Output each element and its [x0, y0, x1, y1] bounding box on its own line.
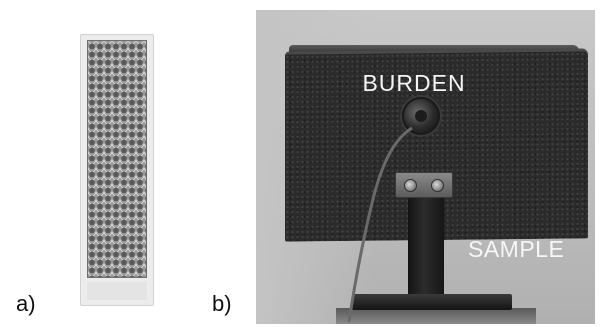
- sample-annotation: SAMPLE: [468, 236, 565, 262]
- panel-a-label: a): [16, 291, 36, 316]
- burden-annotation: BURDEN: [362, 70, 466, 96]
- strip-blank-area: [87, 282, 147, 300]
- stand-base: [352, 294, 512, 310]
- diamond-pattern: [87, 40, 147, 278]
- sensor-knob: [402, 97, 440, 135]
- sensor-cable: [347, 126, 413, 323]
- sensor-center: [415, 110, 427, 122]
- table-surface: [336, 308, 536, 324]
- panel-b-label: b): [212, 291, 232, 316]
- mount-plate: [395, 172, 453, 198]
- photo: BURDEN SAMPLE: [256, 10, 595, 324]
- bolt-icon: [404, 179, 417, 192]
- patterned-strip: [80, 34, 154, 306]
- stand-post: [408, 198, 444, 304]
- bolt-icon: [431, 179, 444, 192]
